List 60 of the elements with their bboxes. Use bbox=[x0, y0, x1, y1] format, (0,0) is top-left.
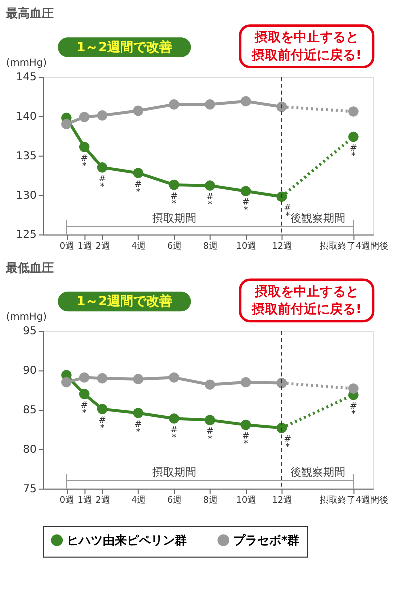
legend-label: プラセボ*群 bbox=[234, 533, 300, 548]
annotation: # * bbox=[206, 427, 214, 446]
annotation: # * bbox=[80, 154, 88, 172]
x-tick-label: 10週 bbox=[236, 495, 257, 506]
annotation: # * bbox=[242, 432, 250, 450]
annotation: # * bbox=[170, 426, 178, 444]
text: 1～2週間で改善 bbox=[76, 39, 173, 56]
annotation: # * bbox=[134, 180, 142, 198]
x-tick-label: 4週 bbox=[132, 241, 146, 252]
annotation: # * bbox=[98, 416, 106, 434]
y-axis-title: (mmHg) bbox=[6, 58, 47, 69]
annotation: # * bbox=[350, 144, 358, 162]
annotation: 後観察期間 bbox=[290, 466, 346, 480]
text: 1～2週間で改善 bbox=[76, 294, 173, 310]
text: 摂取前付近に戻る! bbox=[250, 47, 362, 64]
annotation: # * bbox=[134, 420, 142, 438]
y-axis-title: (mmHg) bbox=[6, 312, 47, 323]
annotation: # * bbox=[242, 198, 250, 216]
x-tick-label: 8週 bbox=[203, 241, 218, 252]
annotation: # * bbox=[98, 174, 106, 192]
annotation: # * bbox=[350, 402, 358, 420]
x-tick-label: 摂取終了4週間後 bbox=[320, 495, 388, 506]
y-tick-label: 95 bbox=[23, 324, 37, 338]
x-tick-label: 6週 bbox=[167, 495, 182, 506]
annotation: # * bbox=[170, 192, 178, 210]
x-tick-label: 2週 bbox=[96, 495, 110, 506]
y-tick-label: 140 bbox=[16, 110, 38, 123]
y-tick-label: 75 bbox=[23, 482, 37, 496]
annotation: # * bbox=[80, 401, 88, 419]
x-tick-label: 1週 bbox=[78, 241, 92, 252]
text: 摂取前付近に戻る! bbox=[250, 302, 362, 318]
text: 摂取を中止すると bbox=[254, 284, 359, 300]
legend-label: ヒハツ由来ピペリン群 bbox=[66, 533, 187, 548]
annotation: 摂取期間 bbox=[152, 212, 196, 225]
chart-title: 最高血圧 bbox=[4, 6, 54, 21]
y-tick-label: 135 bbox=[16, 149, 37, 162]
x-tick-label: 12週 bbox=[272, 241, 293, 252]
x-tick-label: 6週 bbox=[167, 241, 182, 252]
x-tick-label: 0週 bbox=[60, 495, 74, 506]
x-tick-label: 10週 bbox=[236, 241, 257, 252]
chart-title: 最低血圧 bbox=[4, 260, 54, 275]
x-tick-label: 摂取終了4週間後 bbox=[320, 241, 388, 252]
x-tick-label: 1週 bbox=[78, 495, 92, 506]
annotation: # * bbox=[284, 435, 292, 453]
y-tick-label: 145 bbox=[16, 70, 37, 84]
annotation: 後観察期間 bbox=[290, 212, 346, 225]
annotation: # * bbox=[206, 192, 214, 211]
x-tick-label: 4週 bbox=[132, 495, 146, 506]
x-tick-label: 2週 bbox=[96, 241, 110, 252]
y-tick-label: 90 bbox=[23, 364, 38, 378]
y-tick-label: 85 bbox=[23, 404, 37, 417]
x-tick-label: 8週 bbox=[203, 495, 218, 506]
annotation: 摂取期間 bbox=[152, 466, 196, 480]
text: 摂取を中止すると bbox=[254, 30, 359, 46]
y-tick-label: 130 bbox=[16, 188, 38, 202]
x-tick-label: 0週 bbox=[60, 241, 74, 252]
annotation: # * bbox=[284, 204, 292, 222]
x-tick-label: 12週 bbox=[272, 495, 293, 506]
y-tick-label: 80 bbox=[23, 442, 38, 456]
y-tick-label: 125 bbox=[16, 228, 37, 242]
